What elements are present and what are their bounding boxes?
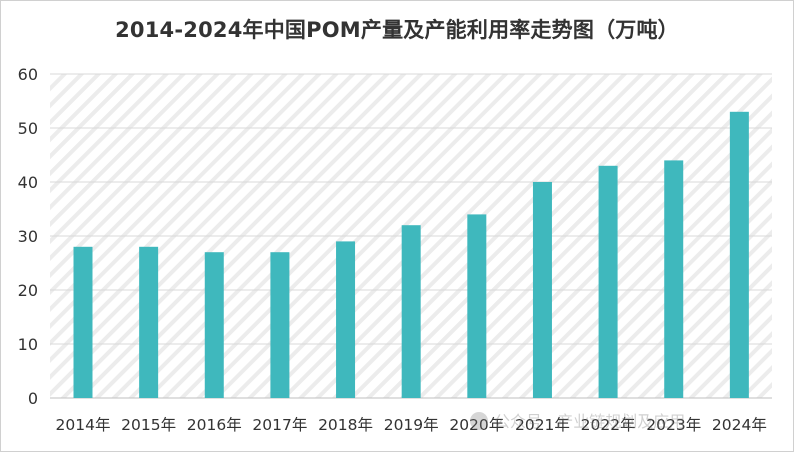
x-tick-label: 2021年 xyxy=(515,416,570,434)
bar xyxy=(729,111,749,399)
watermark-text: 公众号 · 产业链规划及应用 xyxy=(494,412,686,431)
x-tick-label: 2022年 xyxy=(581,416,636,434)
x-tick-label: 2016年 xyxy=(187,416,242,434)
bar xyxy=(73,246,93,398)
bar xyxy=(336,241,356,398)
y-tick-label: 30 xyxy=(18,227,38,246)
bar xyxy=(664,160,684,398)
bar xyxy=(401,225,421,398)
y-tick-label: 10 xyxy=(18,335,38,354)
x-tick-label: 2015年 xyxy=(121,416,176,434)
watermark: 公众号 · 产业链规划及应用 xyxy=(470,408,685,432)
bar xyxy=(204,252,224,398)
bar xyxy=(270,252,290,398)
x-tick-label: 2018年 xyxy=(318,416,373,434)
bar xyxy=(467,214,487,398)
x-tick-label: 2020年 xyxy=(449,416,504,434)
bar xyxy=(139,246,159,398)
x-tick-label: 2024年 xyxy=(712,416,767,434)
y-tick-label: 60 xyxy=(18,65,38,84)
chart-title: 2014-2024年中国POM产量及产能利用率走势图（万吨） xyxy=(115,18,679,42)
x-tick-label: 2023年 xyxy=(646,416,701,434)
bar xyxy=(532,182,552,398)
x-tick-label: 2019年 xyxy=(384,416,439,434)
x-tick-label: 2014年 xyxy=(56,416,111,434)
y-tick-label: 0 xyxy=(28,389,38,408)
y-tick-label: 40 xyxy=(18,173,38,192)
y-tick-label: 50 xyxy=(18,119,38,138)
bar xyxy=(598,165,618,398)
y-tick-label: 20 xyxy=(18,281,38,300)
x-tick-label: 2017年 xyxy=(252,416,307,434)
wechat-icon xyxy=(470,412,488,430)
